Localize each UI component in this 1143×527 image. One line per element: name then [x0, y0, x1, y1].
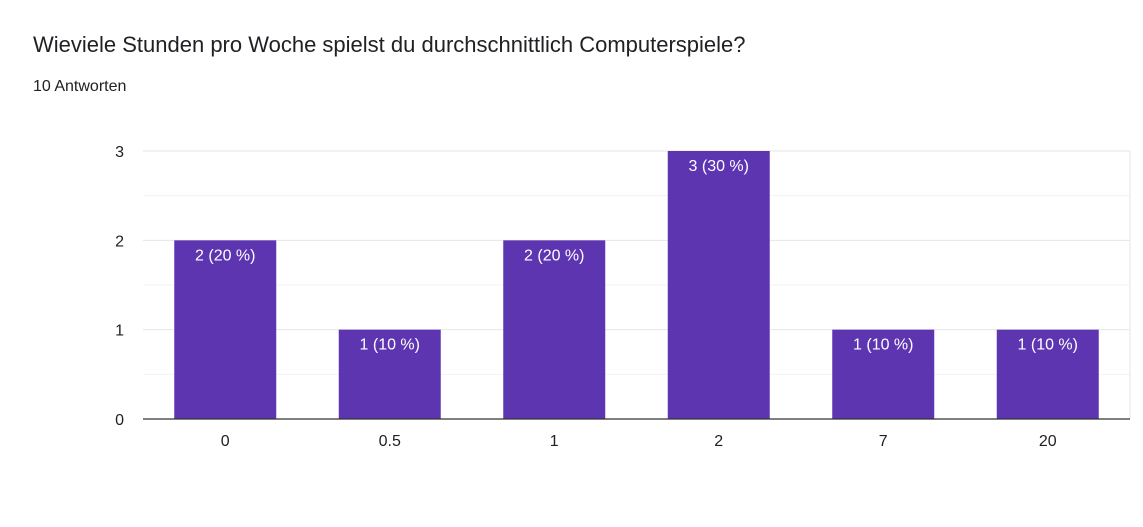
bars — [174, 151, 1099, 419]
bar-20[interactable] — [996, 329, 1099, 419]
x-tick-label: 20 — [1039, 433, 1057, 450]
x-tick-label: 1 — [550, 433, 559, 450]
bar-data-label: 1 (10 %) — [360, 337, 420, 354]
bar-data-label: 2 (20 %) — [524, 247, 584, 264]
y-tick-label: 0 — [115, 412, 124, 429]
x-tick-label: 0 — [221, 433, 230, 450]
grid-lines — [143, 150, 1131, 419]
x-tick-label: 0.5 — [379, 433, 401, 450]
bar-2[interactable] — [667, 151, 770, 419]
x-tick-label: 7 — [879, 433, 888, 450]
response-count: 10 Antworten — [33, 78, 127, 95]
bar-7[interactable] — [832, 329, 935, 419]
bar-data-label: 1 (10 %) — [853, 337, 913, 354]
labels: 0 1 2 3 2 (20 %) 0 1 (10 %) 0.5 2 (20 %) 1 3 (30 %… — [115, 144, 1078, 450]
bar-0.5[interactable] — [338, 329, 441, 419]
y-tick-label: 1 — [115, 323, 124, 340]
bar-data-label: 3 (30 %) — [689, 158, 749, 175]
bar-data-label: 1 (10 %) — [1018, 337, 1078, 354]
question-title: Wieviele Stunden pro Woche spielst du du… — [33, 32, 746, 57]
bar-0[interactable] — [174, 240, 277, 419]
y-tick-label: 2 — [115, 233, 124, 250]
bar-1[interactable] — [503, 240, 606, 419]
bar-data-label: 2 (20 %) — [195, 247, 255, 264]
x-tick-label: 2 — [714, 433, 723, 450]
y-tick-label: 3 — [115, 144, 124, 161]
